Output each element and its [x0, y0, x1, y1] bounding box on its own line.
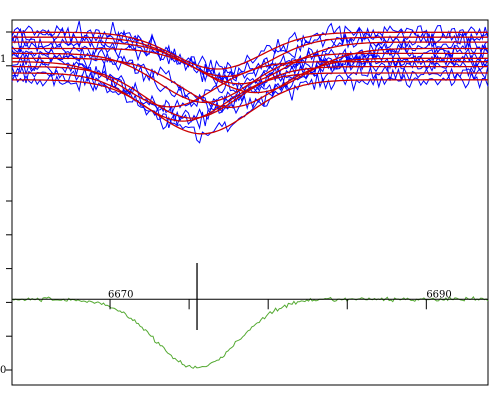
plot-border [11, 19, 489, 386]
x-tick-label-6670: 6670 [108, 289, 133, 300]
fit-profile-8 [12, 65, 488, 119]
mean-profile-line [11, 296, 489, 369]
fit-profile-3 [12, 41, 488, 85]
plot-frame [11, 19, 489, 386]
y-tick-label-bottom: 0 [0, 365, 6, 376]
fit-profile-1 [12, 31, 488, 70]
mean-profile [11, 296, 489, 369]
fit-profile-5 [12, 52, 488, 104]
fit-profile-6 [12, 57, 488, 108]
y-tick-label-top: 1 [0, 54, 6, 65]
observed-profile-9 [11, 62, 489, 129]
fit-profile-9 [12, 72, 488, 122]
fit-profile-4 [12, 47, 488, 94]
axes [6, 31, 488, 371]
x-tick-label-6690: 6690 [426, 289, 451, 300]
fit-profile-10 [12, 79, 488, 135]
fitted-profiles [12, 31, 488, 135]
observed-profile-1 [11, 20, 489, 78]
